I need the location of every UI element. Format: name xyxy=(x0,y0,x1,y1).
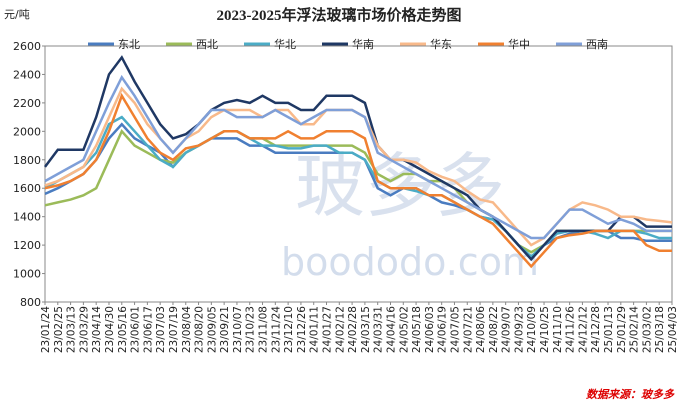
x-tick-label: 23/04/30 xyxy=(104,306,116,353)
legend-label: 西北 xyxy=(196,38,218,51)
x-tick-label: 23/11/24 xyxy=(270,306,282,353)
x-tick-label: 23/07/19 xyxy=(168,306,180,353)
x-tick-label: 24/09/23 xyxy=(513,306,525,353)
x-tick-label: 23/10/07 xyxy=(232,306,244,353)
x-tick-label: 23/02/25 xyxy=(53,306,65,353)
y-tick-label: 1600 xyxy=(13,182,41,195)
x-tick-label: 23/03/29 xyxy=(78,306,90,353)
x-tick-label: 25/01/13 xyxy=(603,306,615,353)
x-tick-label: 25/02/14 xyxy=(629,306,641,353)
legend-label: 华南 xyxy=(352,37,374,51)
x-tick-label: 23/10/23 xyxy=(245,306,257,353)
y-axis-label: 元/吨 xyxy=(4,8,30,21)
y-tick-label: 2400 xyxy=(13,68,41,81)
x-tick-label: 24/11/26 xyxy=(565,306,577,353)
x-tick-label: 23/12/26 xyxy=(296,306,308,353)
y-tick-label: 2200 xyxy=(13,97,41,110)
x-tick-label: 23/08/20 xyxy=(194,306,206,353)
x-tick-label: 23/09/21 xyxy=(219,306,231,353)
x-tick-label: 23/07/03 xyxy=(155,306,167,353)
x-tick-label: 23/06/01 xyxy=(130,306,142,353)
x-tick-label: 25/03/02 xyxy=(641,306,653,353)
x-tick-label: 24/04/16 xyxy=(385,306,397,353)
series-line xyxy=(44,74,672,240)
x-tick-label: 24/07/21 xyxy=(462,306,474,353)
legend-label: 华中 xyxy=(508,37,530,51)
x-tick-label: 24/09/07 xyxy=(501,306,513,353)
y-tick-label: 2000 xyxy=(13,125,41,138)
y-tick-label: 2600 xyxy=(13,40,41,53)
x-tick-label: 23/08/04 xyxy=(181,306,193,353)
x-tick-label: 24/11/10 xyxy=(552,306,564,353)
x-tick-label: 25/01/29 xyxy=(616,306,628,353)
y-tick-label: 1800 xyxy=(13,154,41,167)
plot-frame xyxy=(44,45,673,303)
series-line xyxy=(44,92,672,269)
x-tick-label: 23/12/10 xyxy=(283,306,295,353)
x-tick-label: 23/09/05 xyxy=(206,306,218,353)
x-tick-label: 24/02/28 xyxy=(347,306,359,353)
chart-title: 2023-2025年浮法玻璃市场价格走势图 xyxy=(217,6,462,24)
x-tick-label: 23/01/24 xyxy=(40,306,52,353)
x-tick-label: 24/01/11 xyxy=(309,306,321,353)
x-tick-label: 24/03/31 xyxy=(373,306,385,353)
x-tick-label: 24/03/15 xyxy=(360,306,372,353)
x-tick-label: 24/05/02 xyxy=(398,306,410,353)
x-tick-label: 24/10/09 xyxy=(526,306,538,353)
x-tick-label: 23/11/08 xyxy=(258,306,270,353)
x-tick-label: 23/03/13 xyxy=(66,306,78,353)
x-tick-label: 24/12/28 xyxy=(590,306,602,353)
y-tick-label: 1400 xyxy=(13,211,41,224)
x-tick-label: 24/08/06 xyxy=(475,306,487,353)
x-tick-label: 24/10/25 xyxy=(539,306,551,353)
legend-label: 东北 xyxy=(118,38,140,51)
y-tick-label: 1000 xyxy=(13,268,41,281)
legend-label: 华东 xyxy=(430,37,452,51)
x-tick-label: 23/06/17 xyxy=(142,306,154,353)
x-tick-label: 25/03/18 xyxy=(654,306,666,353)
legend-label: 华北 xyxy=(274,37,296,51)
series-line xyxy=(43,55,672,262)
watermark: 玻多多 xyxy=(295,145,505,227)
x-tick-label: 23/04/14 xyxy=(91,306,103,353)
x-tick-label: 24/01/27 xyxy=(322,306,334,353)
x-tick-label: 24/06/03 xyxy=(424,306,436,353)
y-tick-label: 1200 xyxy=(13,239,41,252)
watermark: boododo.com xyxy=(281,240,539,284)
x-tick-label: 24/06/19 xyxy=(437,306,449,353)
x-tick-label: 25/04/03 xyxy=(667,306,678,353)
x-tick-label: 24/05/18 xyxy=(411,306,423,353)
y-tick-label: 800 xyxy=(20,296,41,309)
legend-label: 西南 xyxy=(586,38,608,51)
x-tick-label: 23/05/16 xyxy=(117,306,129,353)
x-tick-label: 24/02/12 xyxy=(334,306,346,353)
x-tick-label: 24/07/05 xyxy=(449,306,461,353)
x-tick-label: 24/12/12 xyxy=(577,306,589,353)
source: 数据来源：玻多多 xyxy=(586,388,675,401)
x-tick-label: 24/08/22 xyxy=(488,306,500,353)
